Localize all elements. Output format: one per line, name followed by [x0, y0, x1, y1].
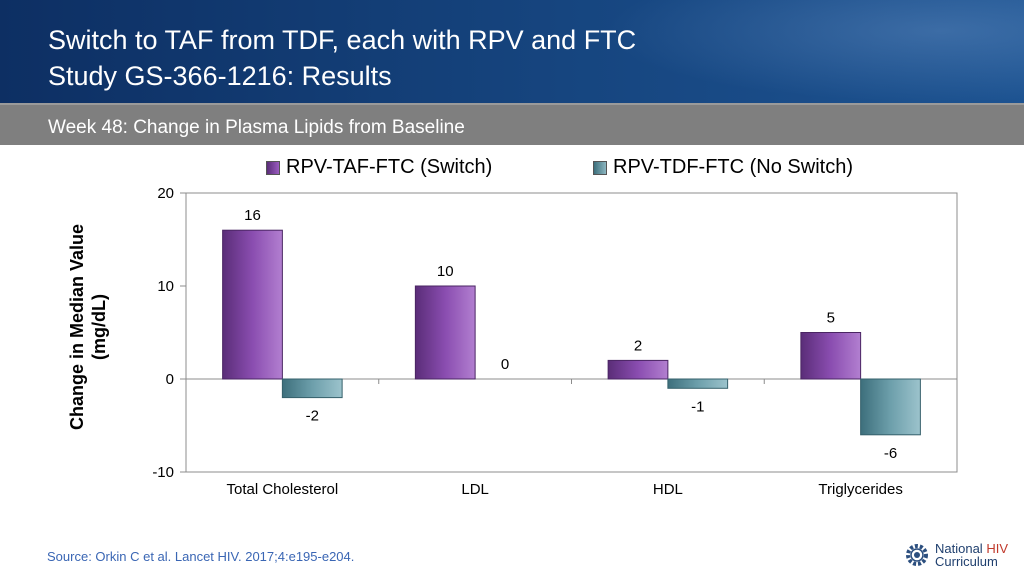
y-axis-ticks: -10 0 10 20: [152, 185, 186, 481]
logo-word-national: National: [935, 541, 987, 556]
y-tick-label: 10: [157, 278, 174, 295]
data-label-no-switch: -2: [306, 408, 319, 425]
legend-label-no-switch: RPV-TDF-FTC (No Switch): [613, 156, 853, 178]
legend-item-switch: RPV-TAF-FTC (Switch): [266, 156, 492, 179]
x-tick-label: HDL: [653, 481, 683, 498]
header-glow: [604, 0, 1024, 103]
data-label-no-switch: -6: [884, 445, 897, 462]
logo-word-hiv: HIV: [986, 541, 1008, 556]
subtitle-bar: Week 48: Change in Plasma Lipids from Ba…: [0, 103, 1024, 145]
chart-legend: RPV-TAF-FTC (Switch) RPV-TDF-FTC (No Swi…: [0, 156, 1024, 184]
x-tick-label: Triglycerides: [818, 481, 902, 498]
x-tick-label: Total Cholesterol: [227, 481, 339, 498]
data-label-no-switch: -1: [691, 398, 704, 415]
bar-switch: [607, 359, 669, 380]
bars: 16 -2 10 0 2 -1 5 -6: [222, 207, 921, 462]
bar-no-switch: [281, 378, 343, 399]
gear-icon: [906, 544, 928, 566]
data-label-switch: 16: [244, 207, 261, 224]
logo-text: National HIV Curriculum: [935, 542, 1008, 568]
data-label-switch: 10: [437, 263, 454, 280]
y-tick-label: -10: [152, 464, 174, 481]
bar-no-switch: [667, 378, 729, 389]
bar-switch: [800, 332, 862, 380]
nhc-logo: National HIV Curriculum: [903, 541, 1008, 569]
bar-no-switch: [860, 378, 921, 436]
legend-swatch-switch: [266, 160, 280, 175]
source-citation: Source: Orkin C et al. Lancet HIV. 2017;…: [47, 549, 355, 564]
y-tick-label: 0: [166, 371, 174, 388]
data-label-no-switch: 0: [501, 356, 509, 373]
header-banner: Switch to TAF from TDF, each with RPV an…: [0, 0, 1024, 103]
bar-switch: [222, 229, 283, 380]
x-axis-labels: Total Cholesterol LDL HDL Triglycerides: [227, 481, 903, 498]
y-tick-label: 20: [157, 185, 174, 202]
legend-swatch-no-switch: [593, 160, 607, 175]
bar-switch: [414, 285, 476, 380]
legend-label-switch: RPV-TAF-FTC (Switch): [286, 156, 493, 178]
page-title: Switch to TAF from TDF, each with RPV an…: [48, 22, 636, 94]
legend-item-no-switch: RPV-TDF-FTC (No Switch): [593, 156, 853, 179]
logo-word-curriculum: Curriculum: [935, 554, 998, 569]
data-label-switch: 5: [827, 310, 835, 327]
x-tick-label: LDL: [461, 481, 489, 498]
title-line-1: Switch to TAF from TDF, each with RPV an…: [48, 25, 637, 55]
title-line-2: Study GS-366-1216: Results: [48, 61, 392, 91]
chart-subtitle: Week 48: Change in Plasma Lipids from Ba…: [48, 117, 465, 138]
data-label-switch: 2: [634, 337, 642, 354]
